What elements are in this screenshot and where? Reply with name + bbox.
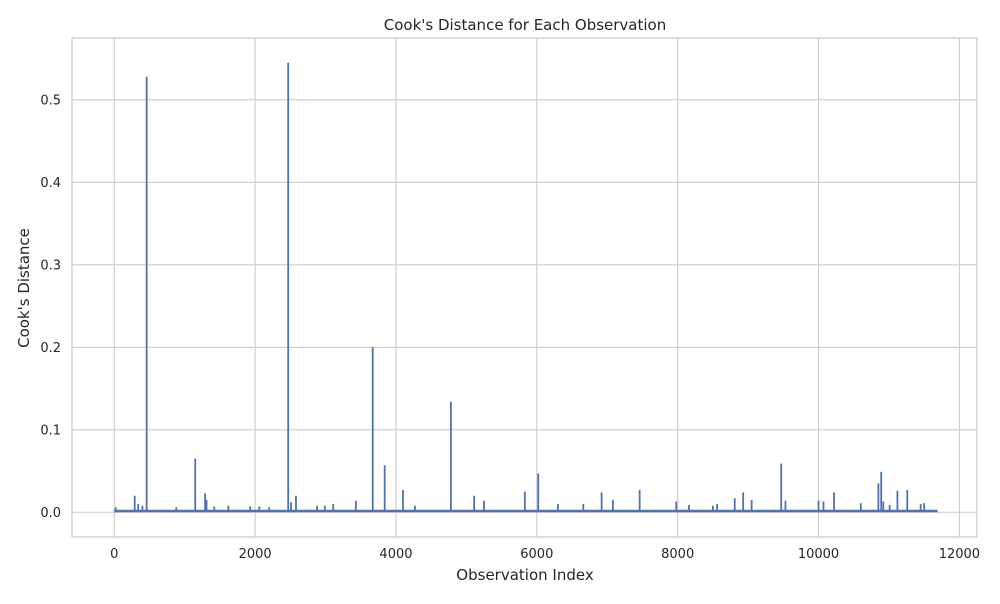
y-axis-label: Cook's Distance [15,228,33,348]
bar [711,505,714,513]
bar [258,506,261,513]
bar [483,500,485,513]
bar [414,505,416,513]
x-tick-label: 10000 [798,547,839,562]
bar [716,504,719,513]
bar [750,499,753,513]
bar [268,507,271,513]
bar [295,495,297,513]
bar [133,495,136,513]
baseline-bars [114,509,938,513]
grid [72,38,977,537]
x-tick-label: 6000 [520,547,553,562]
bar [742,492,745,513]
bar [137,504,140,513]
bar [688,504,690,513]
bar [557,504,559,513]
bar [817,500,820,513]
bar [205,499,208,513]
x-tick-label: 0 [110,547,118,562]
bar [383,465,386,513]
bar [332,504,335,513]
bar [402,489,404,513]
y-tick-label: 0.2 [40,341,61,356]
bar [175,507,178,513]
bar [784,500,787,513]
bar [249,506,252,513]
bar [323,505,326,513]
bar [582,504,585,513]
bar [450,401,452,513]
y-tick-label: 0.0 [40,506,61,521]
bar [287,62,290,513]
bar [316,505,318,513]
bar [896,490,899,513]
bar [675,501,678,513]
bar [906,489,909,513]
y-tick-label: 0.1 [40,423,61,438]
bar [227,505,230,513]
y-tick-label: 0.4 [40,176,61,191]
bar [141,505,144,513]
bar [290,502,292,513]
x-tick-label: 8000 [661,547,694,562]
bar [600,492,603,513]
bar [919,504,922,513]
bar [213,506,216,513]
bar [882,501,885,513]
bar [145,76,148,513]
bar [204,493,207,513]
bars [114,62,938,513]
y-tick-label: 0.5 [40,93,61,108]
bar [354,500,357,513]
bar [537,473,540,513]
y-axis-ticks: 0.0 0.1 0.2 0.3 0.4 0.5 [40,93,61,520]
bar [194,458,197,513]
bar [888,504,891,513]
bar [780,463,783,513]
plot-frame [71,37,978,538]
bar [833,492,835,513]
y-tick-label: 0.3 [40,258,61,273]
bar [473,495,476,513]
x-tick-label: 4000 [379,547,412,562]
x-axis-label: Observation Index [456,566,594,584]
bar [733,498,736,513]
x-tick-label: 12000 [939,547,980,562]
bar [638,489,641,513]
bar [611,499,614,513]
bar [371,347,374,513]
bar [859,503,862,513]
bar [822,501,825,513]
x-tick-label: 2000 [239,547,272,562]
bar [880,471,883,513]
bar [877,483,880,513]
bar [523,491,526,513]
x-axis-ticks: 0 2000 4000 6000 8000 10000 12000 [110,547,980,562]
bar [923,503,926,513]
chart-title: Cook's Distance for Each Observation [384,16,667,34]
bar [114,507,117,513]
